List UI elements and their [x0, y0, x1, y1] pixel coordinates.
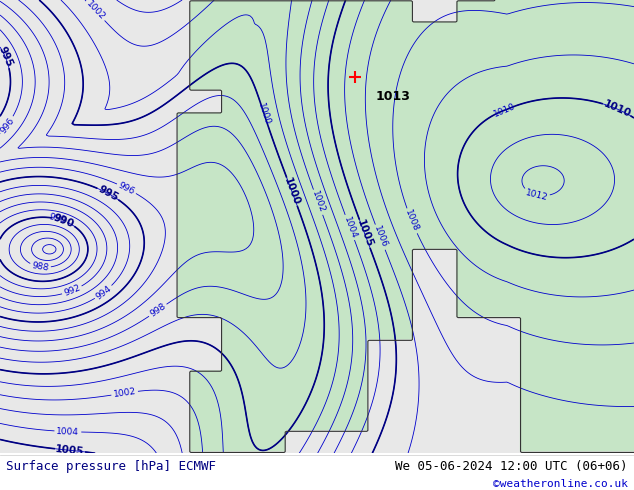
Text: 1002: 1002 [84, 0, 107, 22]
Text: 1010: 1010 [602, 98, 632, 120]
Text: 1012: 1012 [524, 188, 548, 202]
Text: 995: 995 [0, 45, 14, 69]
Text: 1010: 1010 [493, 101, 517, 119]
Text: 994: 994 [94, 284, 113, 301]
Text: 990: 990 [52, 213, 75, 229]
Text: 1008: 1008 [403, 209, 420, 233]
Text: 1006: 1006 [372, 225, 389, 249]
Text: 996: 996 [0, 116, 16, 135]
Text: 1005: 1005 [55, 444, 85, 457]
Text: 990: 990 [48, 213, 67, 225]
Text: 1004: 1004 [56, 427, 79, 437]
Text: 996: 996 [117, 181, 136, 196]
Text: We 05-06-2024 12:00 UTC (06+06): We 05-06-2024 12:00 UTC (06+06) [395, 460, 628, 473]
Text: ©weatheronline.co.uk: ©weatheronline.co.uk [493, 480, 628, 490]
Text: 1002: 1002 [113, 387, 136, 399]
Text: 1000: 1000 [282, 176, 302, 207]
Text: 1005: 1005 [355, 219, 375, 249]
Text: 998: 998 [148, 302, 167, 319]
Text: 988: 988 [31, 261, 49, 272]
Text: 1013: 1013 [375, 90, 411, 103]
Text: 1002: 1002 [310, 190, 327, 215]
Text: 1004: 1004 [342, 215, 358, 240]
Text: 1000: 1000 [256, 101, 272, 126]
Text: 995: 995 [96, 184, 120, 203]
Text: 992: 992 [63, 283, 82, 298]
Text: Surface pressure [hPa] ECMWF: Surface pressure [hPa] ECMWF [6, 460, 216, 473]
